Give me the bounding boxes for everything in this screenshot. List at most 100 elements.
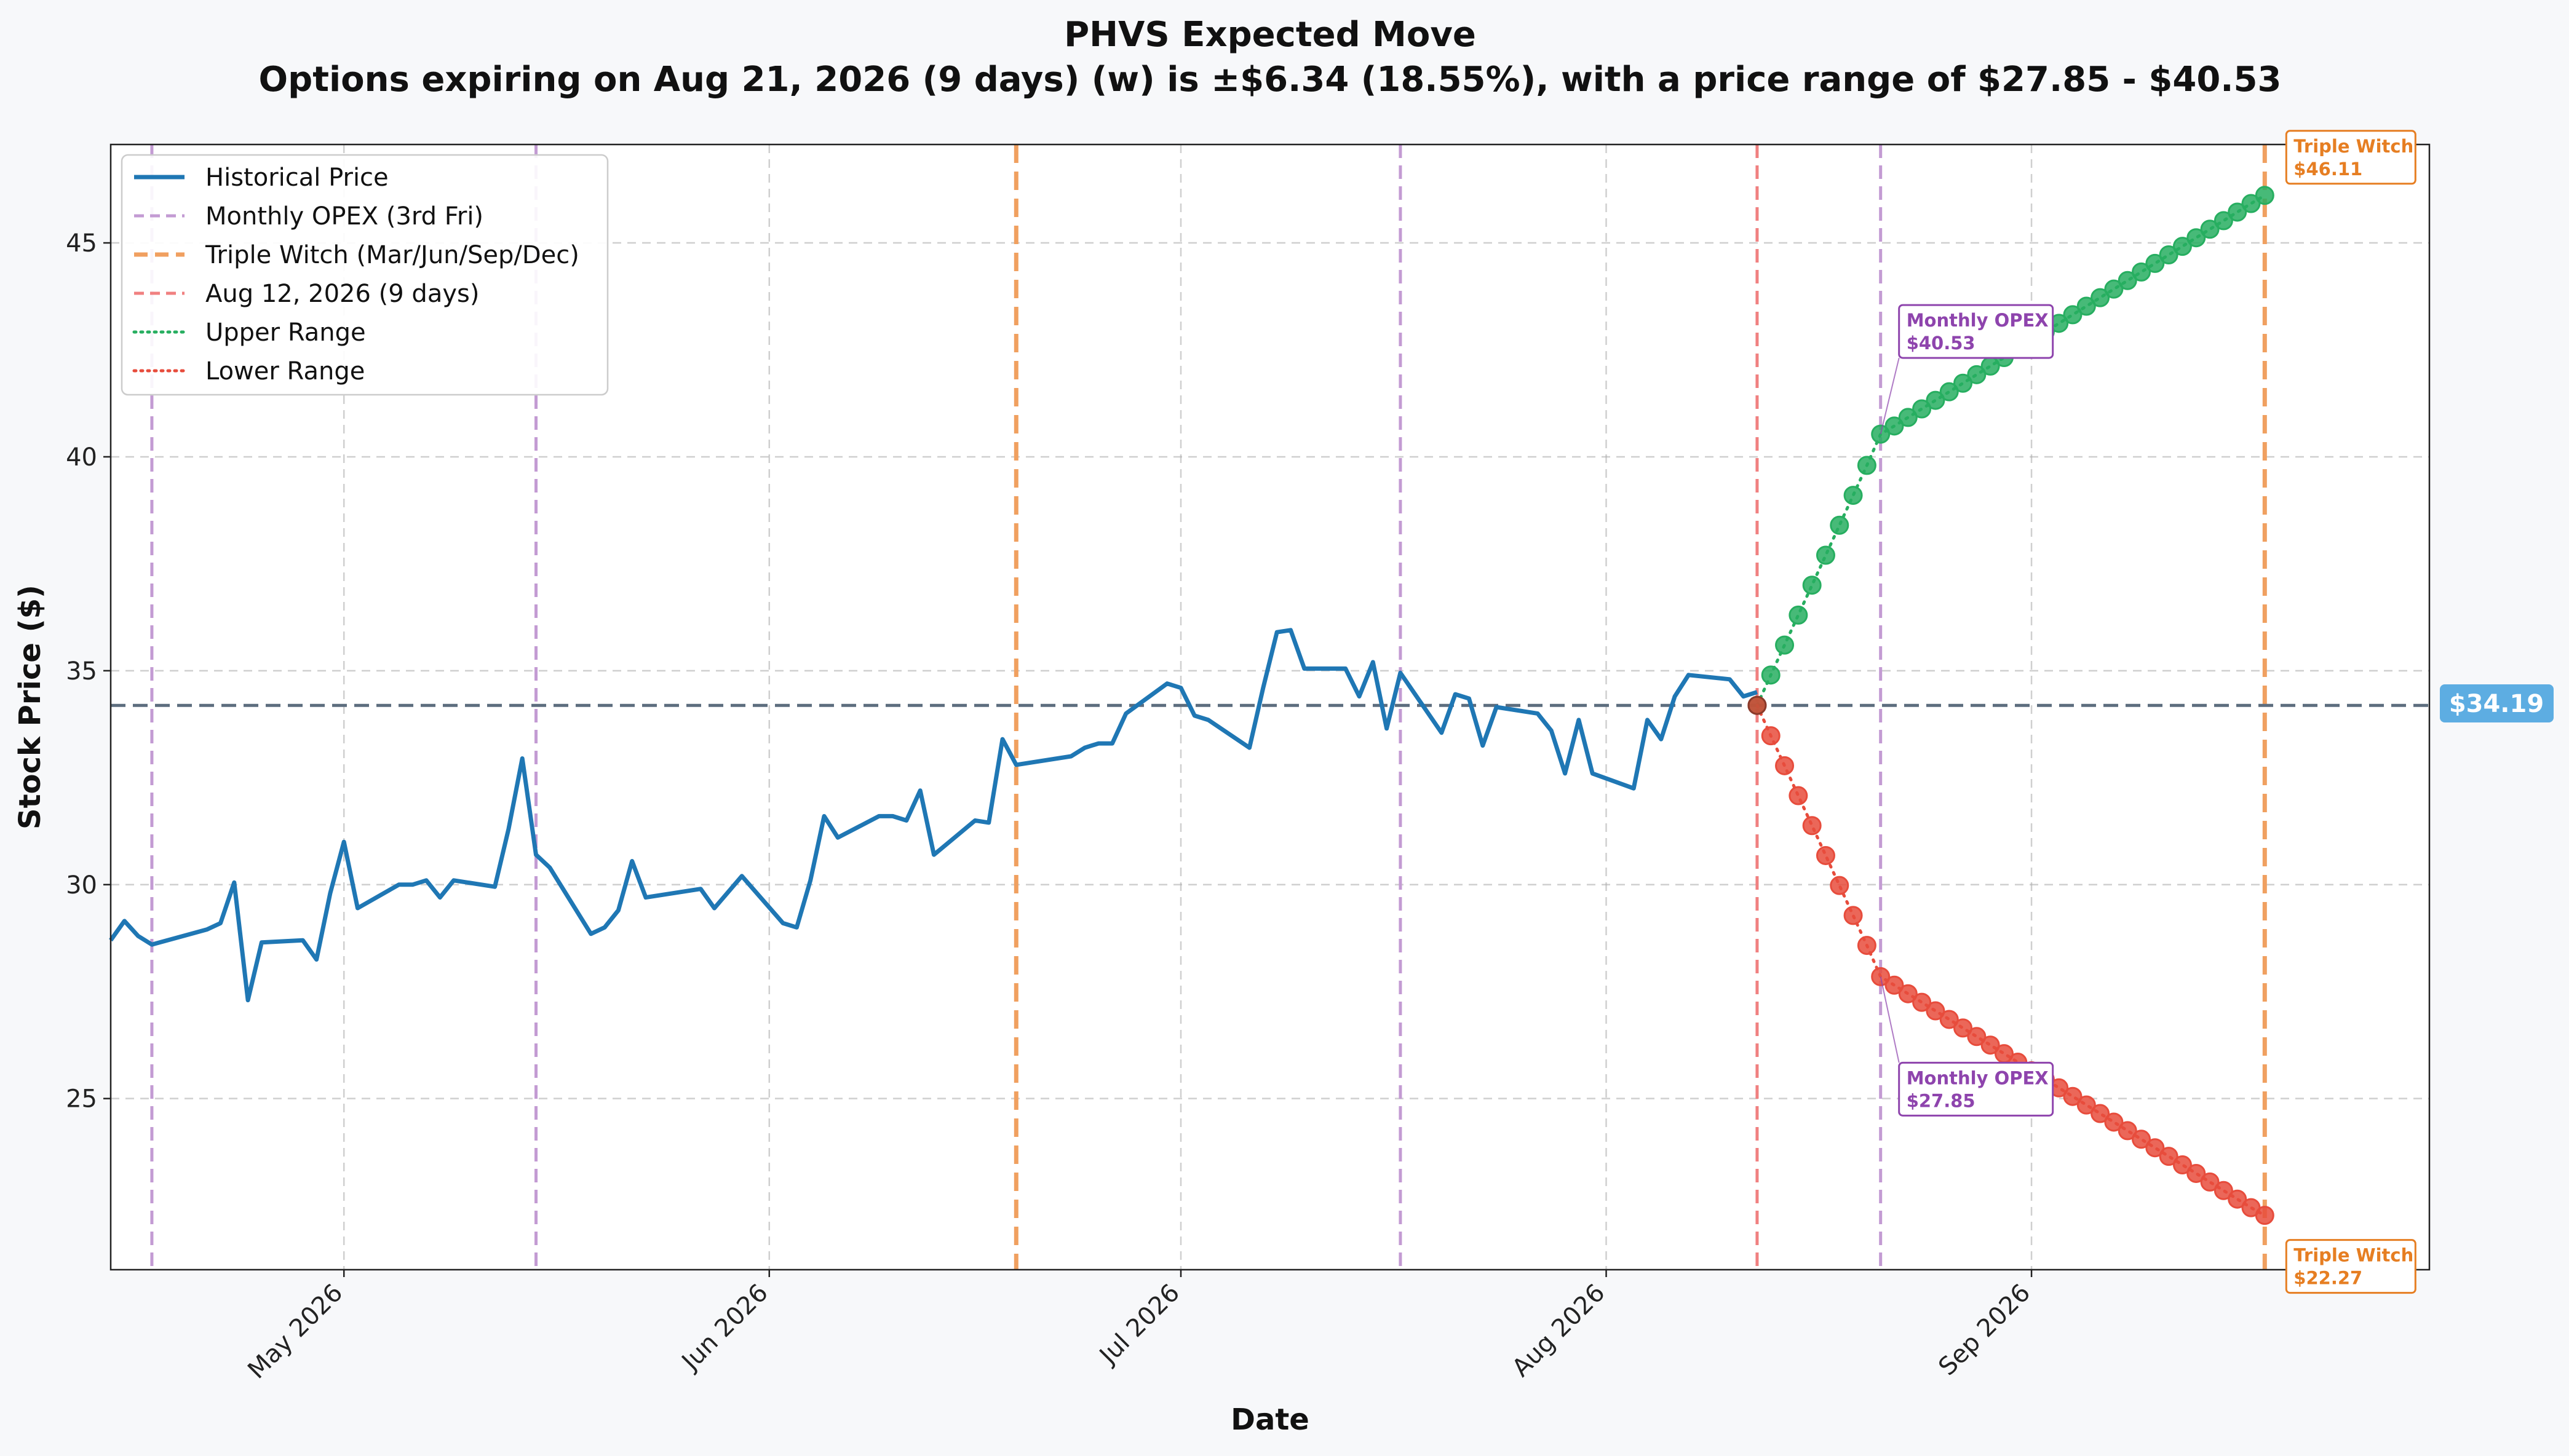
lower-range-point	[2159, 1147, 2178, 1166]
upper-range-point	[2255, 186, 2274, 205]
upper-range-point	[2063, 305, 2083, 325]
legend-label-monthly_opex: Monthly OPEX (3rd Fri)	[205, 202, 483, 231]
monthly_opex-annotation: Monthly OPEX$27.85	[1898, 1061, 2054, 1117]
upper-range-point	[1789, 605, 1808, 625]
upper-range-point	[1775, 635, 1795, 655]
series	[109, 186, 2274, 1225]
legend-label-upper: Upper Range	[205, 318, 366, 347]
upper-range-point	[1843, 486, 1863, 505]
lower-range-point	[2228, 1189, 2247, 1209]
upper-range-point	[2091, 288, 2110, 307]
upper-range-point	[2132, 262, 2151, 282]
current-price-badge: $34.19	[2440, 684, 2554, 722]
annotation-box	[1898, 304, 2054, 359]
lower-range-point	[1789, 786, 1808, 805]
lower-range-point	[1967, 1027, 1987, 1046]
lower-range-point	[2091, 1104, 2110, 1123]
lower-range-point	[2104, 1112, 2124, 1132]
triple_witch-annotation: Triple Witch$22.27	[2285, 1239, 2416, 1294]
lower-range-point	[1830, 876, 1849, 895]
upper-range-point	[2172, 237, 2192, 256]
lower-range-point	[1775, 756, 1795, 775]
upper-range-point	[1830, 515, 1849, 535]
lower-range-point	[1857, 936, 1876, 956]
annotation-connector	[1880, 357, 1900, 435]
lower-range-point	[2200, 1172, 2220, 1192]
x-axis-label: Date	[1231, 1403, 1309, 1437]
current-price-badge-label: $34.19	[2449, 690, 2544, 718]
upper-range-point	[1926, 390, 1945, 410]
upper-range-point	[2200, 220, 2220, 239]
upper-range-point	[2159, 245, 2178, 265]
event-lines	[111, 144, 2429, 1270]
lower-range-point	[1802, 816, 1822, 836]
annotation-label: Triple Witch	[2293, 136, 2413, 157]
current-price-badge-box	[2440, 684, 2554, 722]
lower-range-series	[1747, 695, 2274, 1225]
lower-range-point	[1898, 984, 1918, 1003]
triple_witch-annotation: Triple Witch$46.11	[2285, 130, 2416, 185]
y-tick-label: 40	[66, 443, 97, 472]
lower-range-point	[1939, 1010, 1959, 1029]
upper-range-point	[1816, 545, 1835, 565]
chart-subtitle: Options expiring on Aug 21, 2026 (9 days…	[259, 60, 2282, 100]
upper-range-point	[1967, 365, 1987, 384]
lower-range-point	[1926, 1001, 1945, 1021]
lower-range-point	[1884, 975, 1904, 995]
y-axis-label: Stock Price ($)	[13, 585, 47, 829]
upper-range-point	[1761, 665, 1781, 685]
annotation-value: $46.11	[2293, 159, 2362, 180]
annotation-box	[2285, 130, 2416, 185]
x-tick-label: Aug 2026	[1507, 1279, 1611, 1383]
upper-range-point	[2241, 194, 2261, 213]
lower-range-point	[2076, 1095, 2096, 1115]
y-tick-label: 35	[66, 657, 97, 686]
annotation-box	[1898, 1061, 2054, 1117]
legend-label-today: Aug 12, 2026 (9 days)	[205, 280, 479, 308]
lower-range-point	[1843, 906, 1863, 925]
annotation-label: Monthly OPEX	[1907, 310, 2049, 331]
x-tick-label: May 2026	[242, 1279, 348, 1385]
monthly_opex-annotation: Monthly OPEX$40.53	[1898, 304, 2054, 359]
lower-range-point	[2186, 1163, 2206, 1183]
upper-range-point	[1939, 382, 1959, 402]
lower-range-point	[1747, 695, 1767, 715]
annotation-box	[2285, 1239, 2416, 1294]
upper-range-point	[1802, 576, 1822, 595]
lower-range-point	[2255, 1206, 2274, 1225]
x-tick-label: Jun 2026	[675, 1279, 774, 1377]
upper-range-point	[2186, 228, 2206, 248]
x-tick-label: Sep 2026	[1933, 1279, 2036, 1382]
upper-range-point	[1884, 416, 1904, 436]
annotation-value: $27.85	[1907, 1090, 1975, 1111]
y-tick-label: 30	[66, 871, 97, 900]
lower-range-point	[1953, 1018, 1973, 1038]
lower-range-point	[1816, 845, 1835, 865]
upper-range-point	[2076, 296, 2096, 316]
legend-label-triple_witch: Triple Witch (Mar/Jun/Sep/Dec)	[205, 241, 579, 269]
upper-range-point	[2145, 253, 2165, 273]
annotation-label: Monthly OPEX	[1907, 1067, 2049, 1088]
legend: Historical Price Monthly OPEX (3rd Fri) Tr…	[121, 154, 609, 396]
y-tick-label: 45	[66, 229, 97, 258]
upper-range-point	[1912, 399, 1932, 419]
upper-range-point	[2214, 211, 2233, 231]
legend-label-lower: Lower Range	[205, 357, 365, 386]
upper-range-point	[2228, 202, 2247, 222]
y-tick-label: 25	[66, 1085, 97, 1114]
lower-range-point	[2172, 1155, 2192, 1175]
annotation-value: $40.53	[1907, 333, 1975, 354]
lower-range-point	[2063, 1086, 2083, 1106]
annotation-label: Triple Witch	[2293, 1245, 2413, 1266]
historical-price-line	[109, 628, 1758, 1003]
lower-range-point	[2132, 1130, 2151, 1149]
plot-frame	[109, 143, 2431, 1271]
upper-range-point	[1898, 408, 1918, 427]
legend-label-historical: Historical Price	[205, 164, 389, 192]
lower-range-point	[1761, 726, 1781, 746]
legend-box	[121, 154, 609, 396]
annotation-connector	[1880, 976, 1900, 1063]
upper-range-point	[1857, 456, 1876, 475]
